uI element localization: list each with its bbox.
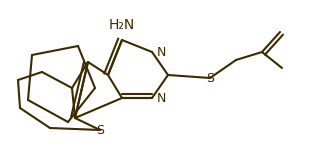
Text: N: N (157, 91, 166, 104)
Text: N: N (157, 45, 166, 59)
Text: S: S (96, 124, 104, 136)
Text: S: S (206, 72, 214, 84)
Text: H₂N: H₂N (109, 18, 135, 32)
